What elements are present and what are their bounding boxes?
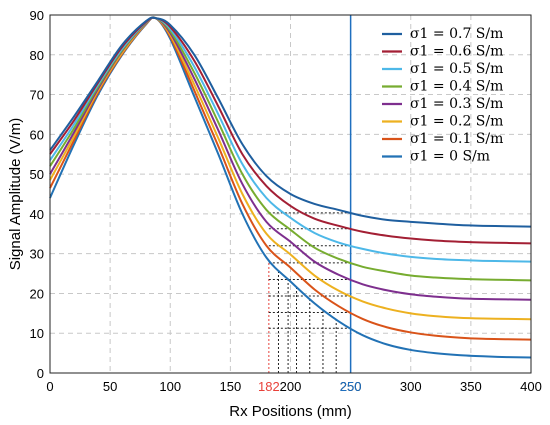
annotation-label: 182 [258,379,280,394]
annotation-label: 250 [340,379,362,394]
x-tick-label: 250 [340,379,362,394]
legend-entry: σ1 = 0 S/m [410,149,490,165]
marker-lines [268,15,352,373]
y-tick-label: 90 [30,8,44,23]
x-tick-label: 100 [159,379,181,394]
legend-entry: σ1 = 0.6 S/m [410,44,503,60]
legend-entry: σ1 = 0.2 S/m [410,114,503,130]
y-tick-label: 30 [30,247,44,262]
legend-entry: σ1 = 0.7 S/m [410,26,503,42]
tick-labels: 0 50 100 150 200 250 300 350 400 0 10 20 30 40 50 60 70 8… [30,8,542,394]
x-tick-label: 200 [280,379,302,394]
y-tick-label: 50 [30,167,44,182]
y-tick-label: 0 [37,366,44,381]
legend: σ1 = 0.7 S/m σ1 = 0.6 S/mσ1 = 0.5 S/m σ1 =… [382,26,503,165]
legend-entry: σ1 = 0.4 S/m [410,79,503,95]
legend-entry: σ1 = 0.1 S/m [410,131,503,147]
x-tick-label: 350 [460,379,482,394]
x-tick-label: 400 [520,379,542,394]
x-tick-label: 150 [220,379,242,394]
series-lines [49,16,532,359]
plot-frame [49,14,532,374]
x-tick-label: 50 [103,379,117,394]
x-tick-label: 300 [400,379,422,394]
y-tick-label: 70 [30,88,44,103]
series-line [49,16,532,228]
x-tick-label: 0 [46,379,53,394]
series-line [49,16,532,245]
y-tick-label: 10 [30,326,44,341]
y-tick-label: 20 [30,286,44,301]
x-axis-label: Rx Positions (mm) [229,403,352,420]
y-axis-label: Signal Amplitude (V/m) [7,118,24,271]
y-tick-label: 40 [30,207,44,222]
legend-entry: σ1 = 0.5 S/m [410,61,503,77]
y-tick-label: 60 [30,127,44,142]
legend-entry: σ1 = 0.3 S/m [410,96,503,112]
annotation-labels: 182 250 [258,379,361,394]
y-tick-label: 80 [30,48,44,63]
